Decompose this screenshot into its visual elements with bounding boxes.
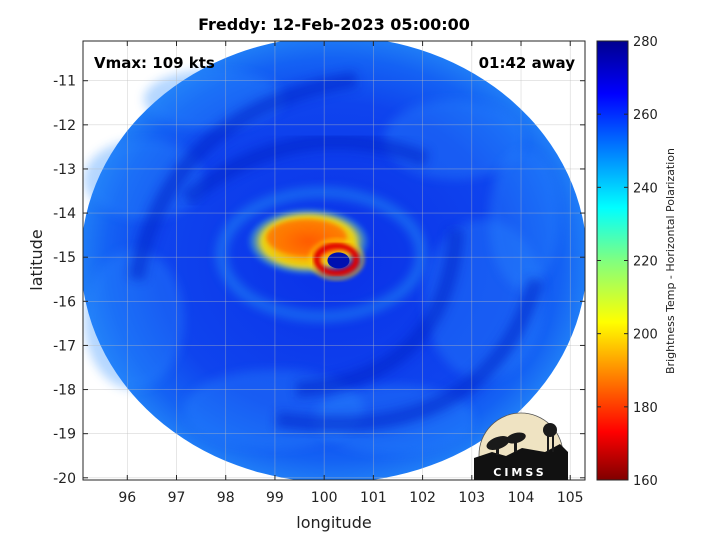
x-tick-label: 96	[118, 490, 136, 506]
y-tick-label: -18	[53, 383, 76, 399]
cloud-texture	[84, 249, 184, 390]
colorbar-tick-label: 180	[633, 401, 658, 416]
colorbar-tick-label: 260	[633, 108, 658, 123]
time-offset-annotation: 01:42 away	[479, 54, 576, 72]
cloud-texture	[84, 139, 204, 220]
colorbar-tick-label: 200	[633, 328, 658, 343]
y-tick-label: -17	[53, 338, 76, 354]
y-tick-label: -14	[53, 206, 76, 222]
colorbar-ticks: 280 260 240 220 200 180 160	[597, 35, 658, 489]
colorbar	[596, 40, 629, 481]
y-tick-label: -20	[53, 471, 76, 487]
x-tick-label: 101	[360, 490, 387, 506]
x-tick-label: 105	[557, 490, 584, 506]
y-axis-ticks: -11 -12 -13 -14 -15 -16 -17 -18 -19 -20	[53, 74, 585, 487]
x-tick-label: 100	[311, 490, 338, 506]
colorbar-tick-label: 220	[633, 255, 658, 270]
cloud-texture	[489, 149, 559, 290]
x-tick-label: 98	[217, 490, 235, 506]
grid	[83, 41, 585, 480]
microwave-swath	[83, 41, 585, 480]
colorbar-tick-label: 280	[633, 35, 658, 50]
colorbar-tick-label: 160	[633, 474, 658, 489]
x-axis-ticks: 96 97 98 99 100 101 102 103 104 105	[118, 41, 584, 506]
y-tick-label: -11	[53, 74, 76, 90]
storm-eye	[327, 252, 350, 269]
colorbar-tick-label: 240	[633, 181, 658, 196]
y-axis-label: latitude	[27, 229, 46, 290]
rain-band	[295, 228, 465, 398]
rain-band	[128, 71, 358, 281]
core-halo	[216, 187, 427, 322]
vmax-annotation: Vmax: 109 kts	[94, 54, 215, 72]
y-tick-label: -16	[53, 294, 76, 310]
y-tick-label: -19	[53, 427, 76, 443]
x-axis-label: longitude	[296, 513, 371, 532]
y-tick-label: -13	[53, 162, 76, 178]
rain-band	[181, 133, 430, 206]
eyewall	[312, 241, 360, 277]
eyewall-outer	[308, 238, 364, 280]
x-tick-label: 102	[409, 490, 436, 506]
logo-text: CIMSS	[493, 466, 546, 479]
x-tick-label: 99	[266, 490, 284, 506]
y-tick-label: -15	[53, 250, 76, 266]
axes-frame	[82, 40, 586, 481]
colorbar-label: Brightness Temp - Horizontal Polarizatio…	[664, 148, 677, 374]
x-tick-label: 103	[458, 490, 485, 506]
cimss-logo: CIMSS	[474, 412, 568, 480]
chart-title: Freddy: 12-Feb-2023 05:00:00	[198, 15, 470, 34]
rain-band	[275, 277, 545, 432]
convective-core-inner	[266, 219, 347, 256]
x-tick-label: 97	[168, 490, 186, 506]
y-tick-label: -12	[53, 118, 76, 134]
x-tick-label: 104	[508, 490, 535, 506]
